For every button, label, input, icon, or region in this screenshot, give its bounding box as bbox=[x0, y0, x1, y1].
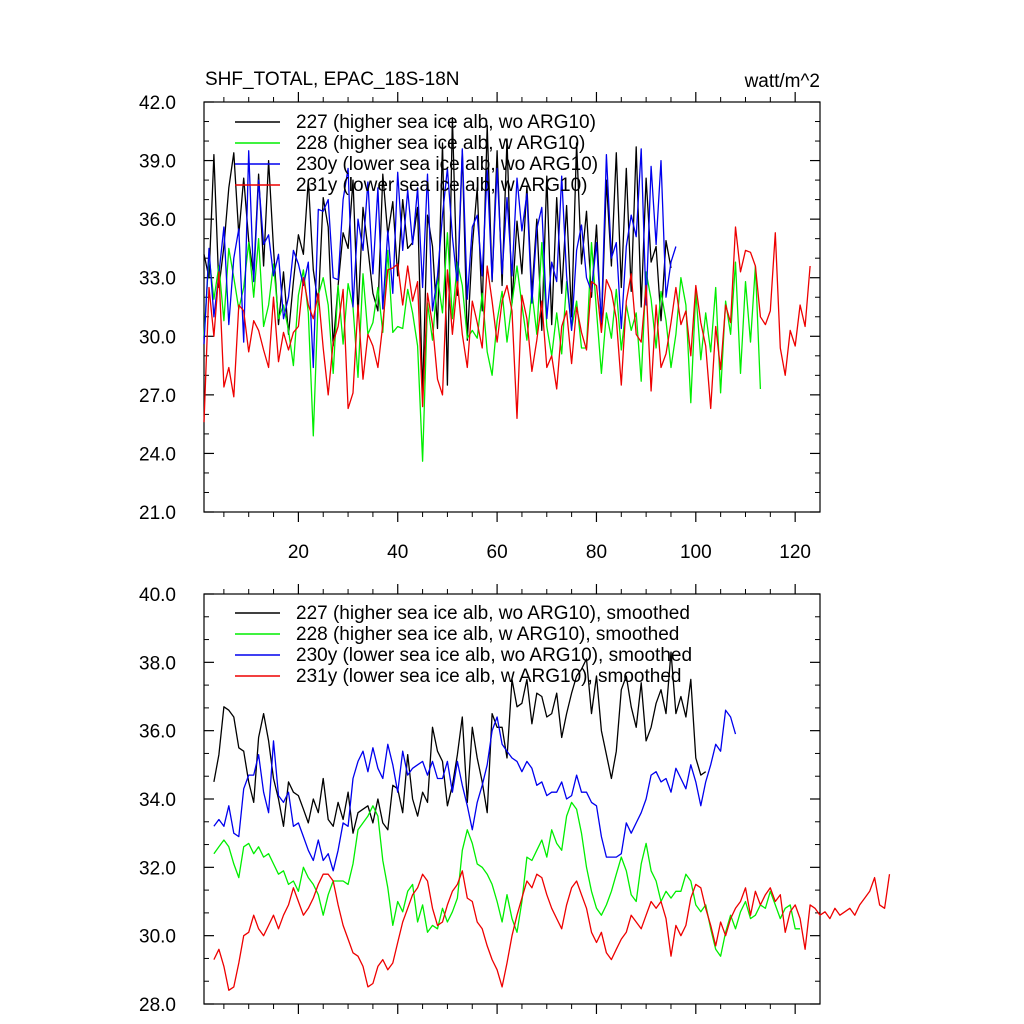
plot-frame bbox=[203, 101, 821, 513]
series-line-230y bbox=[213, 709, 737, 872]
series-line-230y bbox=[203, 148, 677, 369]
legend-label-230y: 230y (lower sea ice alb, wo ARG10), smoo… bbox=[296, 645, 692, 666]
y-tick-label: 36.0 bbox=[139, 722, 176, 743]
y-tick-label: 42.0 bbox=[139, 93, 176, 114]
y-tick-label: 36.0 bbox=[139, 210, 176, 231]
series-line-228 bbox=[203, 232, 762, 462]
x-tick-label: 40 bbox=[387, 542, 408, 563]
y-tick-label: 34.0 bbox=[139, 790, 176, 811]
figure-title: SHF_TOTAL, EPAC_18S-18N bbox=[205, 69, 460, 90]
y-tick-label: 39.0 bbox=[139, 152, 176, 173]
x-tick-label: 20 bbox=[288, 542, 309, 563]
y-tick-label: 40.0 bbox=[139, 585, 176, 606]
series-line-227 bbox=[213, 651, 707, 834]
series-line-231y bbox=[203, 226, 811, 423]
top-line-chart: 21.0 24.0 27.0 30.0 33.0 36.0 39.0 42.0 20 40 60 80… bbox=[139, 92, 821, 563]
y-tick-label: 21.0 bbox=[139, 503, 176, 524]
x-tick-label: 80 bbox=[586, 542, 607, 563]
legend-label-231y: 231y (lower sea ice alb, w ARG10) bbox=[296, 175, 587, 196]
y-tick-label: 30.0 bbox=[139, 927, 176, 948]
y-tick-label: 24.0 bbox=[139, 444, 176, 465]
units-label: watt/m^2 bbox=[744, 71, 820, 92]
y-tick-label: 30.0 bbox=[139, 327, 176, 348]
y-tick-label: 38.0 bbox=[139, 653, 176, 674]
y-tick-label: 28.0 bbox=[139, 995, 176, 1016]
legend-label-231y: 231y (lower sea ice alb, w ARG10), smoot… bbox=[296, 666, 681, 687]
bottom-smoothed-line-chart: 28.0 30.0 32.0 34.0 36.0 38.0 40.0 227 (higher … bbox=[139, 584, 891, 1016]
series-line-228 bbox=[213, 801, 801, 957]
x-tick-label: 100 bbox=[680, 542, 712, 563]
y-tick-label: 33.0 bbox=[139, 269, 176, 290]
y-tick-label: 32.0 bbox=[139, 858, 176, 879]
x-tick-label: 120 bbox=[779, 542, 811, 563]
legend-label-230y: 230y (lower sea ice alb, wo ARG10) bbox=[296, 154, 598, 175]
x-tick-label: 60 bbox=[487, 542, 508, 563]
legend-label-227: 227 (higher sea ice alb, wo ARG10) bbox=[296, 112, 596, 133]
series-line-231y bbox=[213, 870, 891, 991]
legend-label-227: 227 (higher sea ice alb, wo ARG10), smoo… bbox=[296, 603, 690, 624]
legend-label-228: 228 (higher sea ice alb, w ARG10), smoot… bbox=[296, 624, 679, 645]
y-tick-label: 27.0 bbox=[139, 386, 176, 407]
legend-label-228: 228 (higher sea ice alb, w ARG10) bbox=[296, 133, 585, 154]
